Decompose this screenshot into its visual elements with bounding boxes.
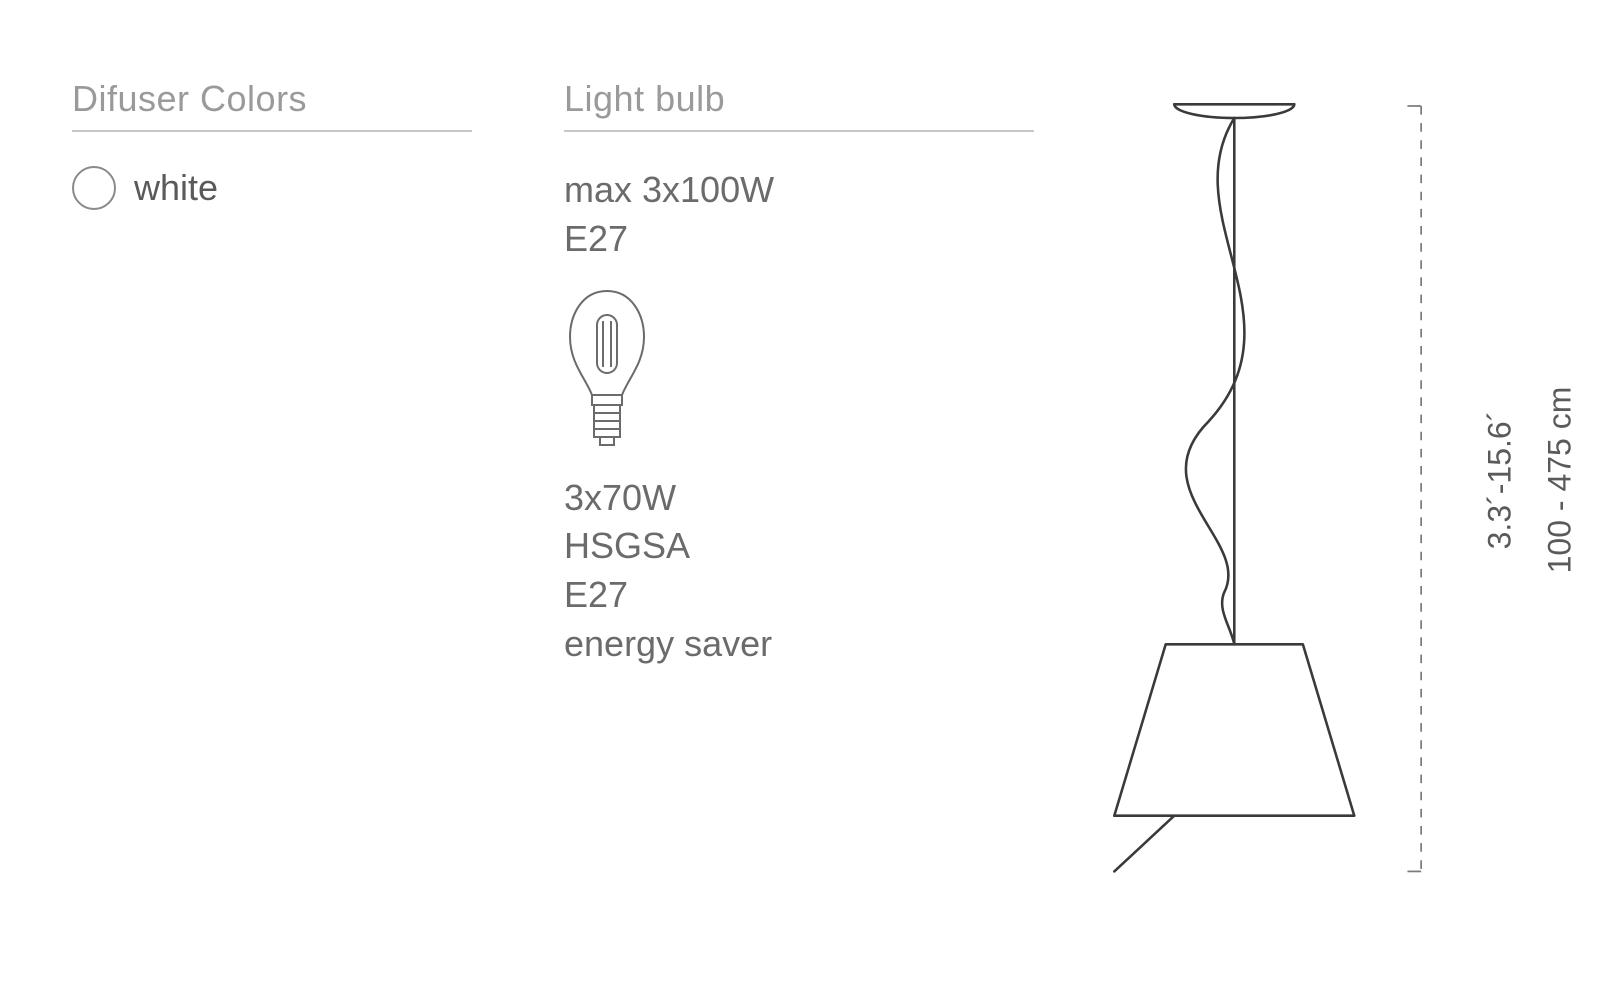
lightbulb-spec: max 3x100W E27	[564, 166, 1034, 668]
lamp-diagram	[1080, 30, 1440, 950]
bulb-wattage-2: 3x70W	[564, 474, 1034, 523]
bulb-socket-1: E27	[564, 215, 1034, 264]
dimension-feet: 3.3´-15.6´	[1482, 411, 1519, 550]
bulb-spec-block-1: max 3x100W E27	[564, 166, 1034, 263]
color-label: white	[134, 167, 218, 209]
diffuser-heading: Difuser Colors	[72, 78, 472, 132]
bulb-spec-block-2: 3x70W HSGSA E27 energy saver	[564, 474, 1034, 668]
lightbulb-heading: Light bulb	[564, 78, 1034, 132]
bulb-max-wattage: max 3x100W	[564, 166, 1034, 215]
bulb-energy: energy saver	[564, 620, 1034, 669]
halogen-bulb-icon	[564, 287, 650, 447]
color-swatch-icon	[72, 166, 116, 210]
bulb-socket-2: E27	[564, 571, 1034, 620]
color-option: white	[72, 166, 472, 210]
bulb-icon	[564, 287, 1034, 460]
lightbulb-column: Light bulb max 3x100W E27	[564, 78, 1034, 678]
pendant-lamp-icon	[1080, 30, 1440, 950]
dimension-cm: 100 - 475 cm	[1542, 387, 1579, 574]
spec-sheet: Difuser Colors white Light bulb max 3x10…	[0, 0, 1600, 981]
bulb-code: HSGSA	[564, 522, 1034, 571]
diffuser-column: Difuser Colors white	[72, 78, 472, 210]
